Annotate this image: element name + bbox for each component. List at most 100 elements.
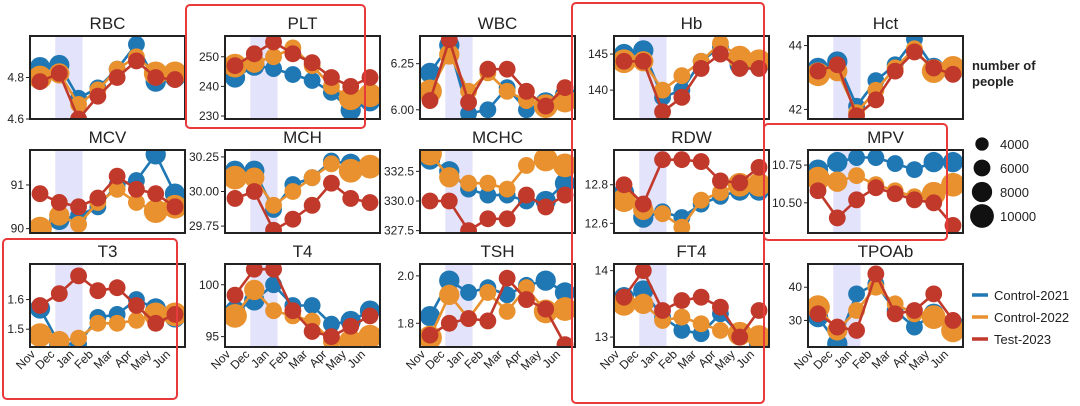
data-point-test-2023	[556, 79, 574, 97]
data-point-control-2022	[89, 314, 107, 332]
data-point-control-2021	[460, 284, 477, 301]
data-point-test-2023	[537, 97, 555, 115]
data-point-test-2023	[556, 186, 574, 204]
size-legend-title-line1: number of	[972, 58, 1036, 73]
x-tick-label: Jun	[734, 347, 758, 371]
series-group	[420, 150, 575, 233]
data-point-control-2022	[747, 172, 769, 197]
data-point-test-2023	[731, 328, 749, 346]
data-point-test-2023	[303, 196, 321, 214]
data-point-test-2023	[323, 69, 340, 86]
series-group	[420, 269, 575, 347]
y-tick-label: 250	[199, 50, 219, 64]
data-point-test-2023	[537, 198, 555, 216]
data-point-test-2023	[906, 191, 923, 209]
panel-hb: Hb 140 145	[588, 14, 770, 120]
data-point-control-2021	[303, 72, 321, 89]
y-tick-label: 14	[595, 264, 609, 278]
data-point-test-2023	[89, 87, 107, 105]
data-point-test-2023	[284, 302, 302, 320]
y-tick-label: 332.5	[384, 164, 414, 178]
y-tick-label: 12.8	[585, 178, 609, 192]
panel-frame	[224, 149, 381, 234]
panel-mpv: MPV 10.50 10.75	[772, 128, 964, 234]
y-tick-label: 1.6	[7, 293, 24, 307]
panel-frame	[419, 149, 576, 234]
data-point-control-2021	[554, 282, 575, 303]
data-point-control-2021	[420, 62, 441, 84]
x-tick-label: Jun	[540, 347, 564, 371]
panel-title: Hct	[873, 14, 899, 33]
panel-title: T4	[293, 242, 313, 261]
data-point-control-2022	[420, 150, 442, 166]
data-point-test-2023	[654, 151, 671, 169]
data-point-test-2023	[944, 65, 962, 83]
series-group	[225, 36, 380, 119]
data-point-control-2021	[303, 297, 321, 314]
data-point-control-2022	[128, 311, 145, 329]
data-point-test-2023	[323, 328, 340, 346]
panel-frame	[807, 263, 964, 348]
data-point-control-2022	[518, 279, 535, 297]
data-point-control-2022	[498, 82, 516, 100]
data-point-control-2022	[70, 215, 87, 233]
series-group	[614, 36, 769, 119]
data-point-control-2022	[30, 323, 52, 347]
data-point-control-2022	[692, 191, 710, 209]
data-point-test-2023	[731, 174, 749, 192]
data-point-test-2023	[108, 167, 126, 185]
data-point-test-2023	[634, 264, 652, 280]
data-point-test-2023	[108, 69, 126, 86]
data-point-test-2023	[440, 192, 458, 210]
data-point-test-2023	[712, 298, 729, 316]
data-point-control-2022	[303, 169, 321, 187]
data-point-test-2023	[50, 194, 68, 211]
data-point-control-2021	[673, 321, 691, 339]
data-point-test-2023	[925, 59, 943, 77]
series-group	[614, 151, 769, 233]
data-point-test-2023	[673, 88, 691, 106]
data-point-test-2023	[226, 286, 244, 304]
y-tick-label: 100	[199, 278, 219, 292]
data-point-control-2022	[143, 199, 168, 224]
panel-title: MCH	[283, 128, 322, 147]
panel-rdw: RDW 12.6 12.8	[585, 128, 770, 234]
y-tick-label: 90	[11, 222, 25, 236]
data-point-test-2023	[867, 91, 885, 109]
panel-frame	[419, 35, 576, 120]
data-point-test-2023	[944, 312, 962, 329]
series-group	[30, 36, 185, 119]
y-tick-label: 13	[595, 330, 609, 344]
series-group	[30, 150, 185, 233]
panel-title: MCV	[89, 128, 127, 147]
data-point-control-2021	[439, 270, 460, 291]
series-group	[30, 267, 185, 347]
size-legend-marker	[970, 204, 994, 228]
data-point-test-2023	[128, 297, 145, 314]
data-point-control-2021	[265, 60, 282, 78]
panel-title: TSH	[481, 242, 515, 261]
data-point-test-2023	[886, 305, 904, 323]
data-point-test-2023	[673, 151, 691, 169]
data-point-test-2023	[303, 323, 321, 340]
data-point-control-2022	[244, 279, 265, 301]
data-point-test-2023	[615, 288, 633, 306]
panel-frame	[419, 263, 576, 348]
data-point-control-2021	[848, 285, 865, 303]
data-point-test-2023	[303, 54, 321, 72]
data-point-test-2023	[848, 321, 865, 339]
data-point-test-2023	[323, 174, 340, 192]
panel-title: MPV	[867, 128, 905, 147]
data-point-control-2022	[479, 174, 497, 192]
data-point-test-2023	[89, 282, 107, 300]
data-point-test-2023	[31, 185, 49, 203]
data-point-test-2023	[925, 285, 943, 303]
data-point-control-2022	[49, 330, 70, 347]
data-point-test-2023	[70, 267, 87, 285]
data-point-control-2022	[921, 305, 946, 330]
panel-frame	[807, 35, 964, 120]
data-point-control-2022	[128, 194, 145, 211]
